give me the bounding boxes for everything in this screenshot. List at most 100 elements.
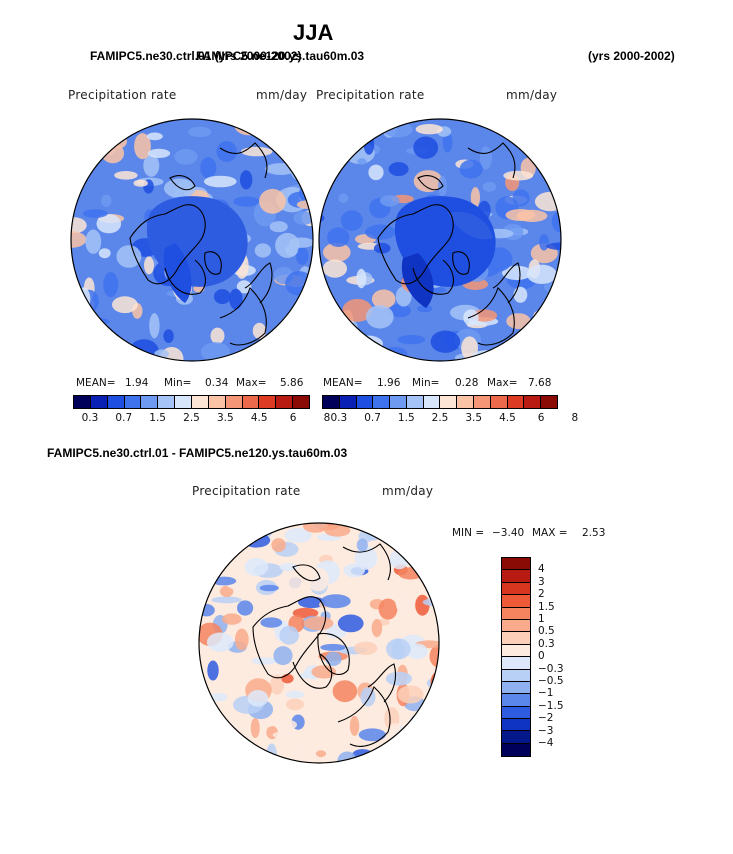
field-patch bbox=[210, 692, 228, 702]
field-patch bbox=[319, 119, 331, 136]
colorbar-swatch bbox=[356, 396, 374, 408]
field-patch bbox=[284, 528, 312, 543]
field-patch bbox=[544, 157, 559, 166]
field-patch bbox=[116, 245, 142, 268]
colorbar-swatch bbox=[474, 396, 491, 408]
colorbar-tick-label: 0.5 bbox=[538, 625, 555, 638]
field-patch bbox=[272, 731, 295, 739]
colorbar-swatch bbox=[158, 396, 176, 408]
colorbar-swatch bbox=[502, 743, 530, 757]
field-patch bbox=[378, 350, 388, 361]
field-patch bbox=[349, 715, 360, 736]
field-patch bbox=[324, 524, 351, 537]
field-patch bbox=[378, 598, 398, 620]
field-patch bbox=[555, 142, 561, 150]
colorbar-swatch bbox=[276, 396, 294, 408]
field-patch bbox=[337, 614, 364, 633]
colorbar-tick-label: 0.3 bbox=[538, 637, 555, 650]
field-patch bbox=[285, 271, 313, 296]
field-patch bbox=[163, 329, 174, 343]
field-patch bbox=[71, 336, 98, 351]
colorbar-tick-label: 6 bbox=[289, 412, 297, 424]
diff-max-label: MAX = bbox=[532, 527, 568, 539]
field-patch bbox=[288, 237, 313, 248]
field-patch bbox=[533, 310, 549, 321]
field-patch bbox=[512, 189, 530, 207]
left-map-field bbox=[71, 119, 313, 361]
field-patch bbox=[287, 124, 306, 147]
field-patch bbox=[206, 632, 234, 652]
field-patch bbox=[539, 334, 561, 343]
colorbar-swatch bbox=[373, 396, 391, 408]
colorbar-swatch bbox=[502, 582, 530, 596]
right-max-label: Max= bbox=[487, 377, 518, 389]
colorbar-swatch bbox=[502, 607, 530, 620]
diff-polar-map bbox=[198, 522, 440, 764]
right-polar-map bbox=[318, 118, 562, 362]
field-patch bbox=[319, 349, 328, 361]
colorbar-swatch bbox=[502, 595, 530, 608]
colorbar-swatch bbox=[225, 396, 243, 408]
field-patch bbox=[319, 293, 333, 309]
right-coastlines bbox=[377, 142, 521, 346]
colorbar-tick-label: 2.5 bbox=[431, 412, 449, 424]
field-patch bbox=[338, 193, 349, 203]
field-patch bbox=[530, 140, 557, 157]
field-patch bbox=[259, 188, 286, 214]
colorbar-tick-label: 0 bbox=[538, 650, 545, 663]
field-patch bbox=[319, 214, 325, 222]
colorbar-swatch bbox=[124, 396, 142, 408]
colorbar-tick-label: −0.5 bbox=[538, 675, 564, 687]
diff-min-value: −3.40 bbox=[492, 527, 525, 539]
field-patch bbox=[506, 313, 531, 329]
field-patch bbox=[199, 748, 214, 763]
field-patch bbox=[327, 227, 350, 247]
field-patch bbox=[382, 346, 408, 361]
colorbar-swatch bbox=[141, 396, 159, 408]
colorbar-swatch bbox=[502, 694, 530, 707]
right-map-field bbox=[319, 119, 561, 361]
colorbar-swatch bbox=[175, 396, 193, 408]
field-patch bbox=[513, 344, 542, 361]
colorbar-tick-label: 4.5 bbox=[250, 412, 268, 424]
colorbar-tick-label: 4.5 bbox=[499, 412, 516, 424]
field-patch bbox=[254, 243, 272, 258]
diff-map-field bbox=[199, 523, 439, 763]
field-patch bbox=[326, 628, 347, 639]
field-patch bbox=[459, 159, 483, 179]
field-patch bbox=[369, 756, 395, 763]
field-patch bbox=[526, 264, 557, 284]
field-patch bbox=[397, 685, 424, 704]
field-patch bbox=[412, 533, 430, 541]
field-patch bbox=[315, 750, 327, 758]
colorbar-swatch bbox=[192, 396, 209, 408]
diff-colorbar bbox=[501, 557, 531, 758]
diff-max-value: 2.53 bbox=[582, 527, 606, 539]
field-patch bbox=[233, 119, 265, 136]
field-patch bbox=[417, 305, 433, 313]
colorbar-swatch bbox=[457, 396, 475, 408]
field-patch bbox=[546, 242, 561, 250]
colorbar-swatch bbox=[323, 396, 340, 408]
colorbar-tick-label: 1 bbox=[538, 613, 545, 625]
field-patch bbox=[395, 286, 412, 307]
diff-units-label: mm/day bbox=[382, 484, 434, 498]
field-patch bbox=[502, 265, 532, 281]
field-patch bbox=[207, 660, 219, 681]
colorbar-tick-label: 8 bbox=[571, 412, 579, 424]
field-patch bbox=[76, 287, 91, 313]
field-patch bbox=[470, 187, 480, 208]
field-patch bbox=[518, 128, 541, 140]
field-patch bbox=[240, 146, 273, 157]
field-patch bbox=[290, 158, 313, 182]
field-patch bbox=[341, 352, 364, 361]
field-patch bbox=[356, 268, 367, 289]
field-patch bbox=[114, 171, 138, 180]
field-patch bbox=[380, 195, 400, 207]
field-patch bbox=[73, 153, 86, 176]
colorbar-tick-label: 1.5 bbox=[538, 600, 555, 613]
colorbar-tick-label: 3.5 bbox=[465, 412, 483, 424]
field-patch bbox=[251, 657, 278, 665]
left-coastlines bbox=[129, 142, 273, 346]
field-patch bbox=[389, 549, 409, 570]
